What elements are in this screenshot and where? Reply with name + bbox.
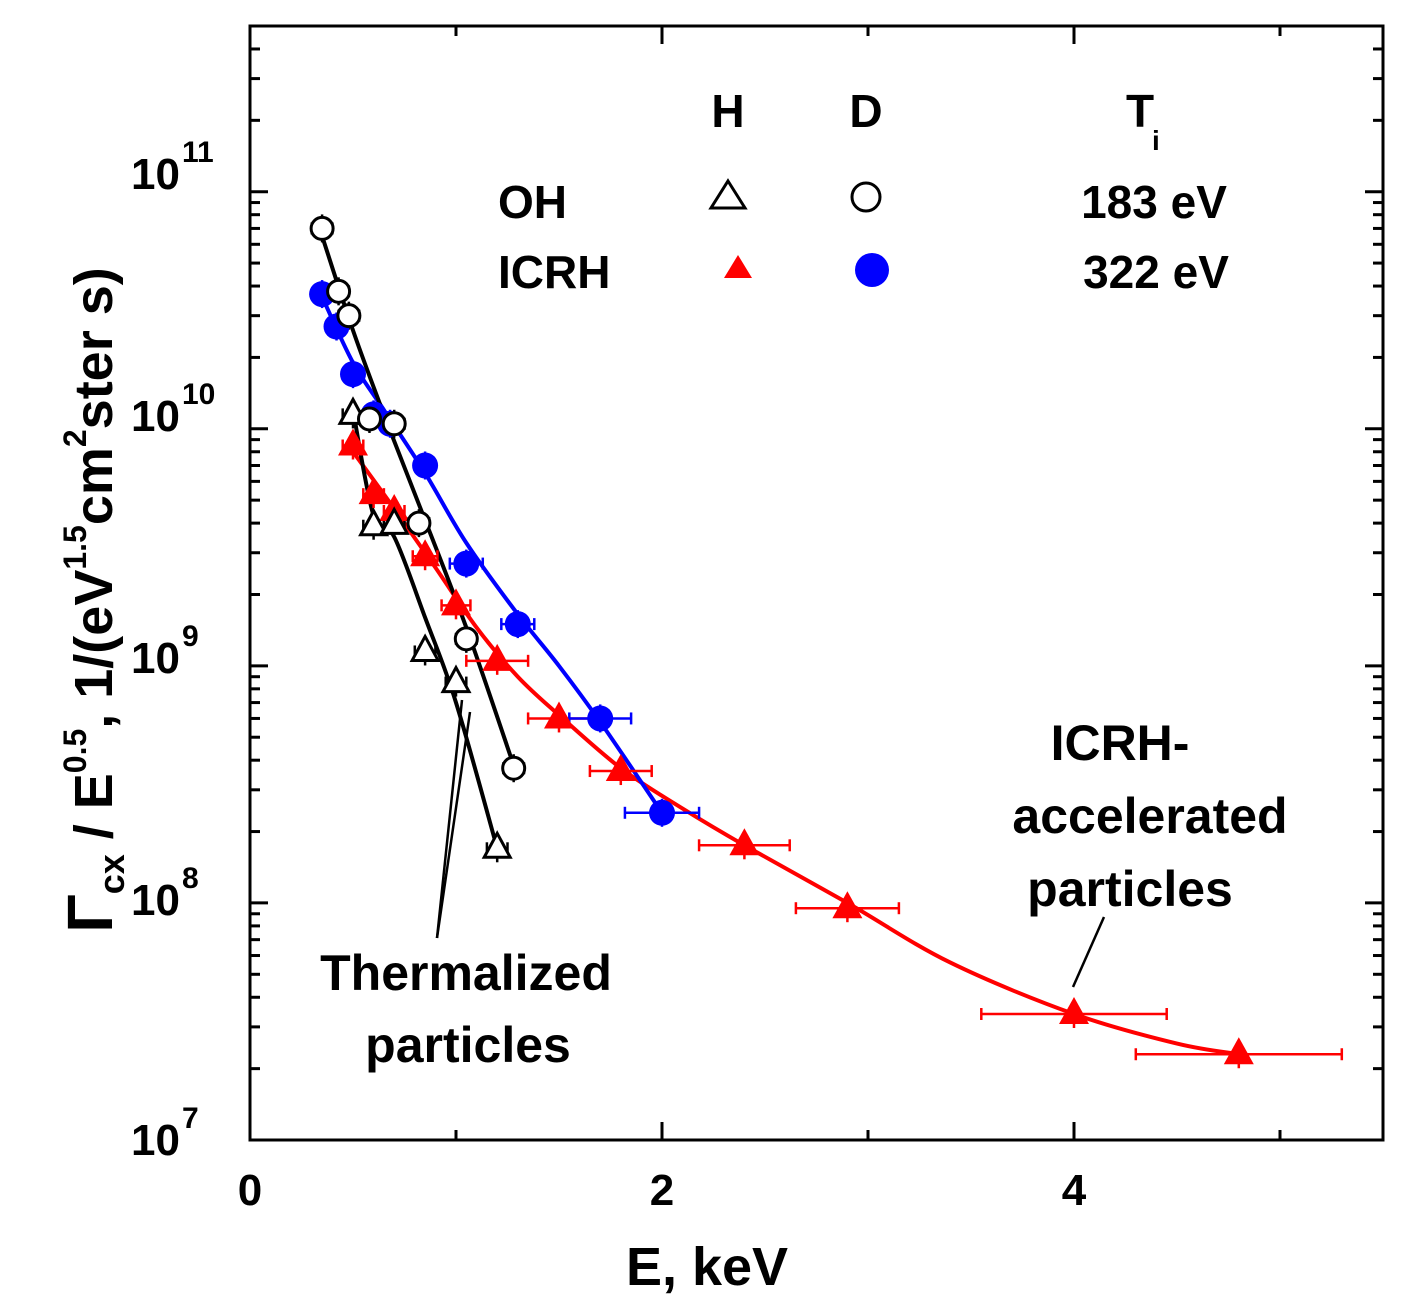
y-axis-unit-sup: 1.5: [57, 525, 93, 569]
marker-oh-d: [356, 406, 382, 432]
y-axis-title: Γcx / E0.5, 1/(eV1.5cm2ster s): [54, 267, 132, 933]
marker-oh-d: [336, 303, 362, 329]
y-axis-cm-sup: 2: [57, 429, 93, 447]
legend-header-d: D: [849, 85, 882, 137]
legend-icrh-h-triangle-icon: [724, 255, 752, 278]
y-axis-cm: cm: [64, 447, 124, 525]
marker-icrh-h: [441, 588, 471, 616]
legend-header-t-sub: i: [1152, 125, 1160, 156]
y-axis-e-sup: 0.5: [57, 729, 93, 773]
y-tick-exp-1e8: 8: [182, 862, 199, 895]
marker-oh-h: [358, 507, 390, 537]
marker-oh-d: [326, 278, 352, 304]
y-axis-tail: ster s): [64, 267, 124, 429]
marker-oh-h: [378, 506, 410, 535]
y-tick-exp-1e11: 11: [182, 136, 214, 169]
marker-oh-d: [453, 626, 479, 652]
y-tick-exp-1e7: 7: [182, 1102, 199, 1135]
marker-oh-h: [409, 633, 441, 662]
y-axis-gamma: Γ: [54, 894, 126, 932]
icrh-pointer: [1071, 916, 1106, 988]
marker-icrh-h: [358, 477, 389, 505]
marker-icrh-d: [587, 705, 614, 732]
marker-icrh-d: [340, 361, 366, 388]
y-axis-gamma-sub: cx: [91, 854, 132, 894]
marker-icrh-d: [504, 611, 531, 638]
annotation-icrh-1: ICRH-: [1051, 715, 1190, 771]
marker-icrh-h: [729, 828, 760, 856]
x-tick-label-4: 4: [1062, 1166, 1087, 1215]
marker-icrh-h: [410, 539, 441, 567]
marker-oh-d: [381, 411, 407, 437]
x-tick-label-2: 2: [650, 1166, 674, 1215]
marker-icrh-d: [453, 550, 480, 577]
legend-header-t: T: [1126, 85, 1154, 137]
marker-icrh-h: [338, 428, 368, 456]
thermal-pointer-1: [435, 699, 464, 939]
marker-oh-h: [481, 830, 513, 859]
legend-oh-d-circle-icon: [850, 181, 882, 213]
marker-icrh-h: [832, 891, 863, 919]
legend-ti-oh: 183 eV: [1081, 176, 1227, 228]
marker-oh-d: [309, 215, 335, 241]
annotation-thermalized-1: Thermalized: [320, 945, 612, 1001]
marker-icrh-h: [544, 701, 574, 729]
fit-line-icrh-d: [320, 296, 664, 814]
legend-ti-icrh: 322 eV: [1083, 246, 1229, 298]
x-tick-label-0: 0: [238, 1166, 262, 1215]
y-tick-label-1e10: 10: [131, 392, 180, 441]
axis-ticks: [248, 24, 1383, 1142]
marker-icrh-h: [1223, 1037, 1254, 1065]
marker-icrh-h: [1059, 997, 1089, 1025]
y-tick-label-1e7: 10: [131, 1116, 180, 1165]
y-tick-exp-1e9: 9: [182, 620, 199, 653]
annotation-icrh-2: accelerated: [1012, 788, 1287, 844]
marker-icrh-h: [605, 754, 636, 782]
marker-icrh-d: [649, 799, 675, 826]
legend-row-oh: OH: [498, 176, 567, 228]
plot-frame: [248, 24, 1385, 1142]
y-tick-label-1e9: 10: [131, 634, 180, 683]
thermal-pointer-2: [435, 711, 472, 939]
x-axis-title: E, keV: [626, 1237, 788, 1297]
y-axis-slash-e: / E: [64, 773, 124, 854]
legend-row-icrh: ICRH: [498, 246, 610, 298]
legend-oh-h-triangle-icon: [708, 178, 748, 210]
fit-line-icrh-h: [351, 450, 1240, 1057]
marker-icrh-h: [482, 643, 513, 671]
annotation-thermalized-2: particles: [365, 1017, 571, 1073]
legend-icrh-d-circle-icon: [855, 253, 889, 287]
marker-oh-d: [406, 510, 432, 536]
marker-oh-h: [440, 664, 472, 694]
legend-header-h: H: [711, 85, 744, 137]
marker-oh-d: [501, 755, 527, 781]
fit-line-oh-d: [320, 235, 516, 767]
y-tick-exp-1e10: 10: [182, 378, 215, 411]
annotation-icrh-3: particles: [1027, 861, 1233, 917]
marker-icrh-d: [412, 452, 439, 479]
data-markers: [309, 215, 1254, 1065]
y-tick-label-1e11: 10: [131, 150, 180, 199]
y-axis-unit: , 1/(eV: [64, 570, 124, 729]
y-tick-label-1e8: 10: [131, 876, 180, 925]
